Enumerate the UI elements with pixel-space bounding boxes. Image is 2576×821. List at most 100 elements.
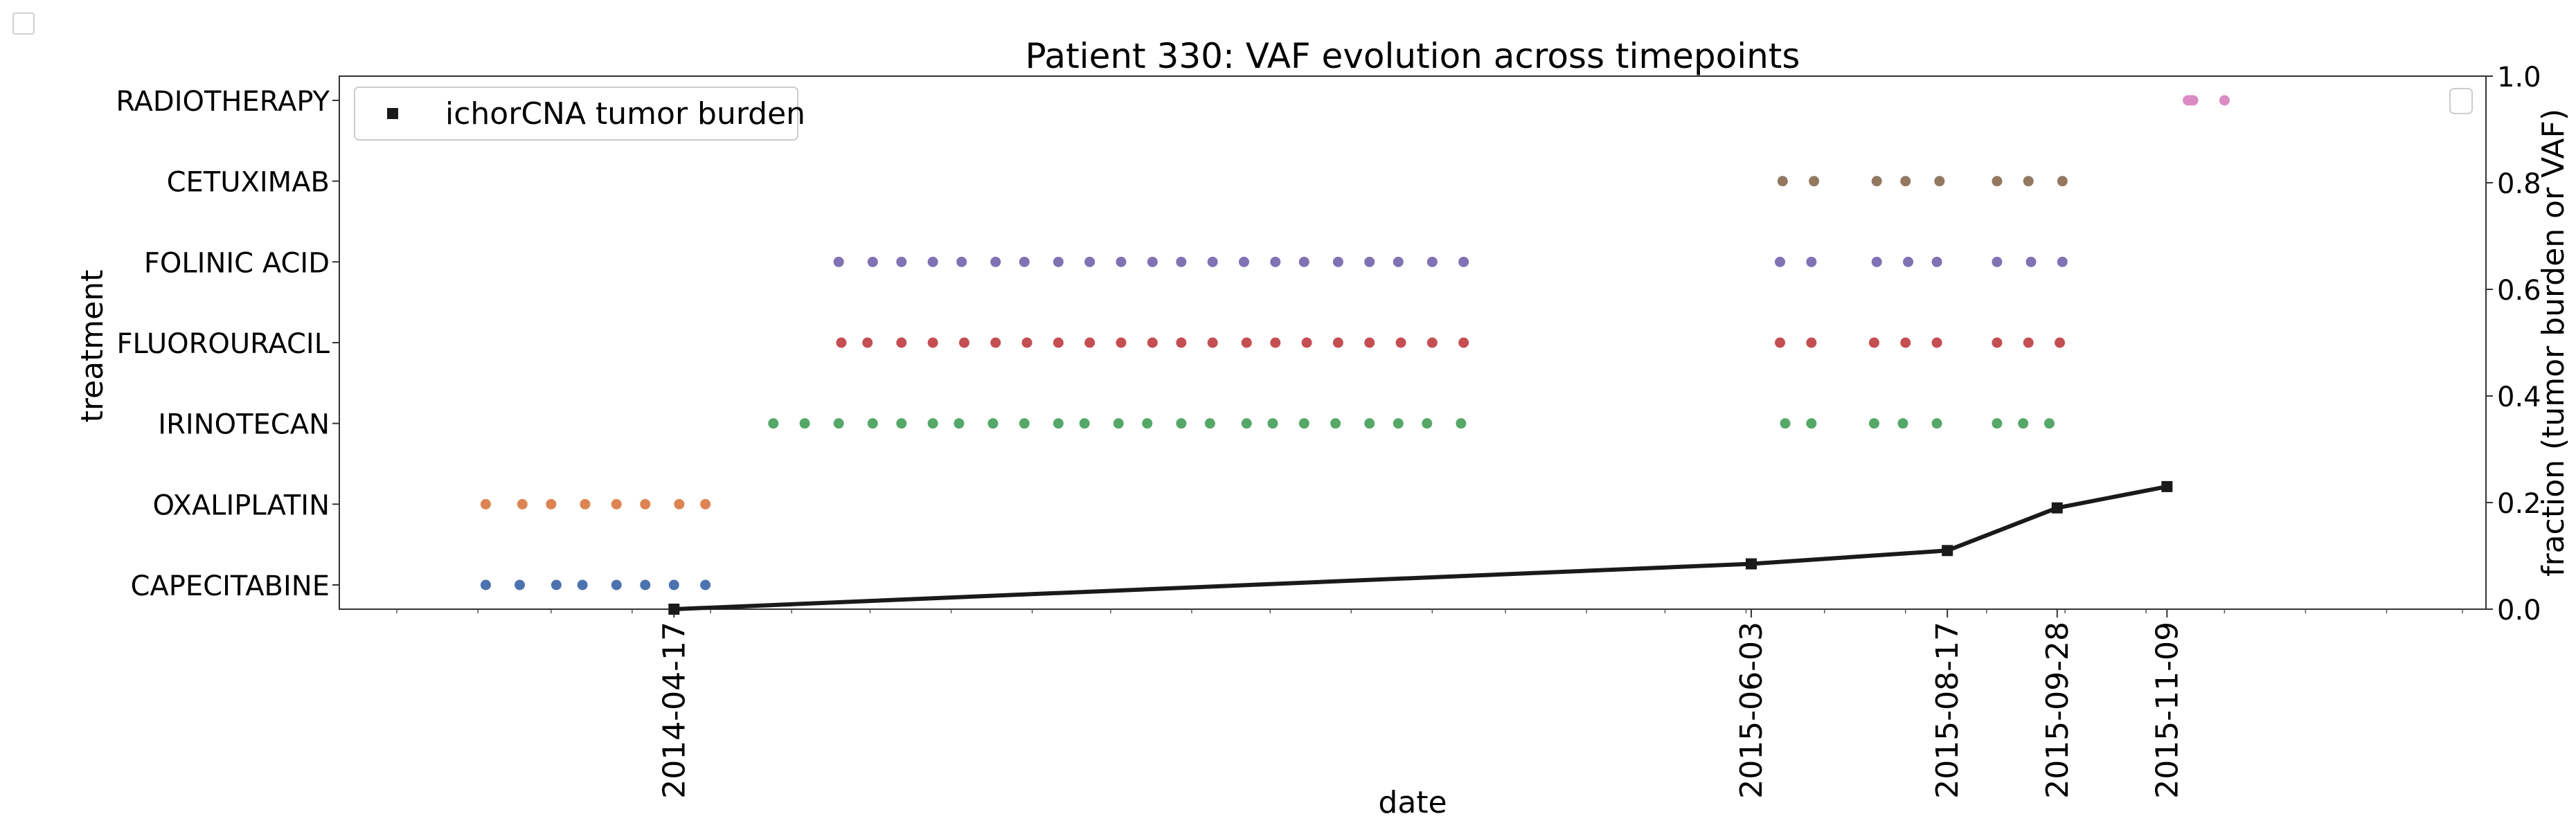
point-fluorouracil-2014-06-20 [836,337,847,348]
point-irinotecan-2015-06-16 [1780,418,1791,429]
point-fluorouracil-2014-08-30 [1021,337,1032,348]
point-fluorouracil-2015-02-13 [1458,337,1469,348]
point-folinic-acid-2014-10-17 [1147,256,1158,267]
point-irinotecan-2015-08-13 [1931,418,1942,429]
point-fluorouracil-2014-09-11 [1053,337,1064,348]
x-tick-label-2015-08-17: 2015-08-17 [1930,622,1965,799]
treatment-series [480,95,2230,590]
point-oxaliplatin-2014-03-26 [611,498,622,509]
x-axis-label-date: date [1378,785,1447,820]
point-radiotherapy-2015-11-19 [2188,95,2199,106]
point-folinic-acid-2015-09-18 [2025,256,2037,267]
x-tick-label-2015-06-03: 2015-06-03 [1734,622,1769,799]
point-fluorouracil-2014-12-15 [1301,337,1312,348]
right-tick-label: 0.0 [2497,595,2541,626]
point-folinic-acid-2014-07-13 [896,256,907,267]
point-fluorouracil-2014-10-17 [1147,337,1158,348]
point-folinic-acid-2015-06-14 [1775,256,1786,267]
point-fluorouracil-2015-02-01 [1426,337,1438,348]
point-folinic-acid-2014-12-14 [1298,256,1309,267]
point-folinic-acid-2015-08-13 [1931,256,1942,267]
point-irinotecan-2014-11-08 [1204,418,1215,429]
tumor-burden-marker-2015-09-28 [2051,502,2063,514]
point-folinic-acid-2015-07-21 [1871,256,1882,267]
point-capecitabine-2014-03-13 [577,579,588,590]
category-label-irinotecan: IRINOTECAN [158,409,330,441]
point-cetuximab-2015-06-27 [1809,176,1820,187]
point-folinic-acid-2014-11-09 [1207,256,1218,267]
tumor-burden-marker-2015-08-17 [1942,545,1953,557]
point-cetuximab-2015-09-05 [1992,176,2003,187]
page-select-checkbox[interactable] [12,12,35,35]
category-label-cetuximab: CETUXIMAB [167,167,330,199]
point-folinic-acid-2014-08-05 [956,256,967,267]
point-irinotecan-2015-01-08 [1364,418,1375,429]
point-irinotecan-2014-07-13 [896,418,907,429]
point-fluorouracil-2014-07-25 [927,337,938,348]
tumor-burden-series [668,480,2173,615]
point-fluorouracil-2014-08-18 [990,337,1001,348]
category-label-fluorouracil: FLUOROURACIL [117,328,330,360]
point-folinic-acid-2015-01-08 [1364,256,1375,267]
point-irinotecan-2015-07-20 [1868,418,1879,429]
series-irinotecan [768,418,2055,429]
series-oxaliplatin [480,498,711,509]
point-oxaliplatin-2014-04-19 [674,498,685,509]
point-folinic-acid-2015-09-05 [1992,256,2003,267]
point-folinic-acid-2014-07-25 [927,256,938,267]
point-cetuximab-2015-07-21 [1871,176,1882,187]
point-folinic-acid-2014-12-27 [1332,256,1343,267]
right-tick-label: 0.8 [2497,168,2541,200]
point-folinic-acid-2015-01-19 [1393,256,1404,267]
point-folinic-acid-2015-02-01 [1426,256,1438,267]
x-tick-label-2015-11-09: 2015-11-09 [2149,622,2185,799]
point-irinotecan-2015-01-19 [1393,418,1404,429]
point-irinotecan-2015-09-15 [2018,418,2029,429]
point-irinotecan-2014-08-17 [987,418,999,429]
category-label-oxaliplatin: OXALIPLATIN [152,489,330,521]
point-oxaliplatin-2014-03-01 [546,498,557,509]
point-irinotecan-2014-08-29 [1019,418,1030,429]
category-label-folinic-acid: FOLINIC ACID [144,247,330,279]
right-tick-label: 0.2 [2497,488,2541,520]
y-axis-label-treatment: treatment [75,270,110,423]
tumor-burden-marker-2015-11-09 [2161,480,2173,492]
left-y-axis: CAPECITABINE OXALIPLATIN IRINOTECAN FLUOROU… [116,86,339,602]
point-fluorouracil-2014-11-22 [1241,337,1252,348]
x-tick-label-2014-04-17: 2014-04-17 [656,622,692,799]
legend-label-tumor-burden: ichorCNA tumor burden [445,96,805,132]
point-irinotecan-2014-07-25 [927,418,938,429]
point-fluorouracil-2014-11-09 [1207,337,1218,348]
point-folinic-acid-2015-09-30 [2057,256,2068,267]
point-fluorouracil-2015-01-20 [1395,337,1406,348]
point-fluorouracil-2014-12-27 [1332,337,1343,348]
point-irinotecan-2014-11-22 [1241,418,1252,429]
point-fluorouracil-2014-08-06 [958,337,969,348]
x-axis: 2014-04-17 2015-06-03 2015-08-17 2015-09-28… [396,609,2463,799]
point-fluorouracil-2014-10-28 [1176,337,1187,348]
point-irinotecan-2014-06-06 [799,418,810,429]
point-cetuximab-2015-09-30 [2057,176,2068,187]
point-cetuximab-2015-08-01 [1900,176,1911,187]
right-tick-label: 1.0 [2497,62,2541,93]
right-tick-label: 0.4 [2497,381,2541,413]
right-y-axis: 0.0 0.2 0.4 0.6 0.8 1.0 [2486,62,2541,626]
point-irinotecan-2014-05-25 [768,418,779,429]
point-oxaliplatin-2014-02-04 [480,498,491,509]
point-capecitabine-2014-03-26 [611,579,622,590]
point-folinic-acid-2015-02-13 [1458,256,1469,267]
point-oxaliplatin-2014-04-06 [640,498,651,509]
point-fluorouracil-2015-06-26 [1806,337,1817,348]
plot-area [339,75,2487,610]
series-folinic-acid [833,256,2068,267]
point-irinotecan-2014-12-02 [1267,418,1278,429]
point-folinic-acid-2015-06-26 [1806,256,1817,267]
point-fluorouracil-2014-06-30 [862,337,873,348]
legend-marker-tumor-burden [387,108,398,119]
right-tick-label: 0.6 [2497,275,2541,307]
point-irinotecan-2015-06-26 [1806,418,1817,429]
point-capecitabine-2014-02-17 [515,579,526,590]
point-irinotecan-2014-10-15 [1142,418,1153,429]
point-cetuximab-2015-09-17 [2023,176,2034,187]
